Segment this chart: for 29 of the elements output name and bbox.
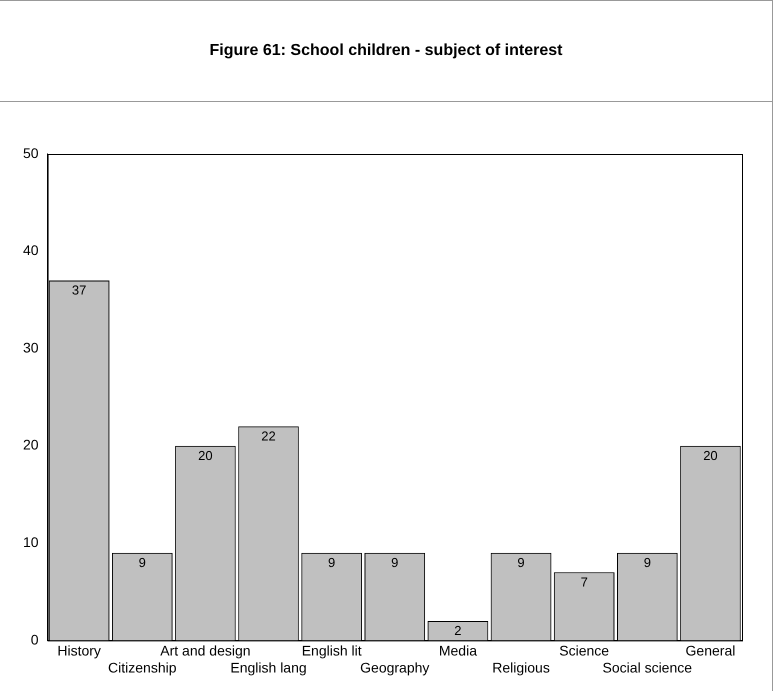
data-label: 2 [454,623,462,638]
x-tick-label: Religious [492,659,550,676]
data-label: 37 [72,282,86,298]
x-tick-label: Geography [360,659,430,676]
data-label: 9 [138,554,146,570]
x-tick-label: Science [559,642,610,659]
x-tick-label: Citizenship [108,659,177,676]
chart-title: Figure 61: School children - subject of interest [0,1,772,102]
data-label: 22 [261,428,276,444]
y-tick-label: 40 [22,242,39,258]
x-tick-label: History [57,642,101,659]
data-label: 9 [644,554,651,570]
data-label: 9 [517,554,525,570]
data-label: 20 [198,448,213,463]
data-label: 20 [703,448,718,463]
y-tick-label: 30 [22,339,39,356]
y-tick-label: 0 [30,631,39,648]
y-tick-label: 50 [22,144,39,161]
data-label: 7 [580,574,588,590]
x-tick-label: English lang [230,659,307,676]
data-label: 9 [328,554,336,570]
x-tick-label: English lit [302,642,362,659]
x-tick-label: Social science [602,659,692,676]
x-tick-label: General [686,642,736,659]
y-tick-label: 10 [22,534,39,550]
data-label: 9 [391,554,398,570]
y-tick-label: 20 [22,436,39,453]
x-tick-label: Media [438,642,478,659]
x-tick-label: Art and design [160,642,251,659]
